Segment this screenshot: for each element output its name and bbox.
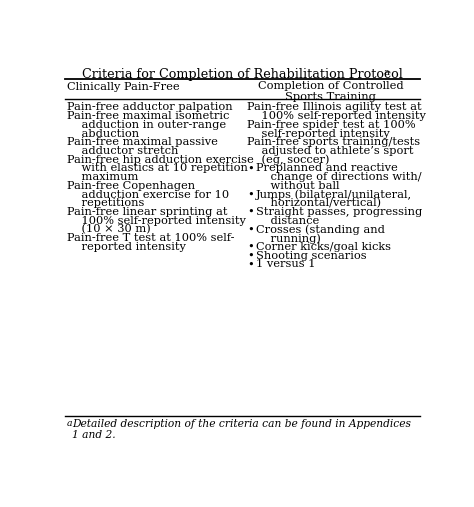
Text: •: •: [247, 207, 254, 217]
Text: reported intensity: reported intensity: [67, 242, 186, 252]
Text: distance: distance: [256, 215, 319, 226]
Text: Straight passes, progressing: Straight passes, progressing: [256, 207, 422, 217]
Text: Corner kicks/goal kicks: Corner kicks/goal kicks: [256, 242, 391, 252]
Text: maximum: maximum: [67, 172, 138, 182]
Text: Pain-free linear sprinting at: Pain-free linear sprinting at: [67, 207, 228, 217]
Text: •: •: [247, 250, 254, 261]
Text: change of directions with/: change of directions with/: [256, 172, 422, 182]
Text: •: •: [247, 242, 254, 252]
Text: with elastics at 10 repetition: with elastics at 10 repetition: [67, 163, 248, 173]
Text: a: a: [67, 419, 73, 428]
Text: •: •: [247, 163, 254, 173]
Text: 100% self-reported intensity: 100% self-reported intensity: [67, 215, 246, 226]
Text: Jumps (bilateral/unilateral,: Jumps (bilateral/unilateral,: [256, 190, 412, 200]
Text: Pain-free Copenhagen: Pain-free Copenhagen: [67, 181, 195, 191]
Text: Pain-free hip adduction exercise: Pain-free hip adduction exercise: [67, 155, 254, 165]
Text: Detailed description of the criteria can be found in Appendices
1 and 2.: Detailed description of the criteria can…: [73, 419, 411, 441]
Text: Shooting scenarios: Shooting scenarios: [256, 250, 367, 261]
Text: adduction exercise for 10: adduction exercise for 10: [67, 190, 229, 200]
Text: Pain-free maximal isometric: Pain-free maximal isometric: [67, 111, 229, 121]
Text: adduction in outer-range: adduction in outer-range: [67, 120, 226, 130]
Text: Criteria for Completion of Rehabilitation Protocol: Criteria for Completion of Rehabilitatio…: [82, 68, 403, 81]
Text: Pain-free sports training/tests: Pain-free sports training/tests: [247, 137, 420, 147]
Text: running): running): [256, 233, 321, 244]
Text: horizontal/vertical): horizontal/vertical): [256, 198, 381, 208]
Text: 1 versus 1: 1 versus 1: [256, 259, 316, 269]
Text: Pain-free maximal passive: Pain-free maximal passive: [67, 137, 218, 147]
Text: self-reported intensity: self-reported intensity: [247, 129, 390, 138]
Text: Crosses (standing and: Crosses (standing and: [256, 225, 385, 235]
Text: •: •: [247, 225, 254, 234]
Text: •: •: [247, 190, 254, 200]
Text: abduction: abduction: [67, 129, 139, 138]
Text: a: a: [383, 68, 389, 77]
Text: (eg, soccer): (eg, soccer): [247, 155, 329, 165]
Text: repetitions: repetitions: [67, 198, 145, 208]
Text: adjusted to athlete’s sport: adjusted to athlete’s sport: [247, 146, 413, 156]
Text: 100% self-reported intensity: 100% self-reported intensity: [247, 111, 426, 121]
Text: Pain-free adductor palpation: Pain-free adductor palpation: [67, 102, 233, 113]
Text: Clinically Pain-Free: Clinically Pain-Free: [67, 82, 180, 92]
Text: Pain-free Illinois agility test at: Pain-free Illinois agility test at: [247, 102, 421, 113]
Text: Completion of Controlled
Sports Training: Completion of Controlled Sports Training: [258, 81, 403, 102]
Text: Preplanned and reactive: Preplanned and reactive: [256, 163, 398, 173]
Text: Pain-free T test at 100% self-: Pain-free T test at 100% self-: [67, 233, 235, 243]
Text: Pain-free spider test at 100%: Pain-free spider test at 100%: [247, 120, 415, 130]
Text: •: •: [247, 259, 254, 269]
Text: adductor stretch: adductor stretch: [67, 146, 178, 156]
Text: without ball: without ball: [256, 181, 339, 191]
Text: (10 × 30 m): (10 × 30 m): [67, 225, 151, 235]
